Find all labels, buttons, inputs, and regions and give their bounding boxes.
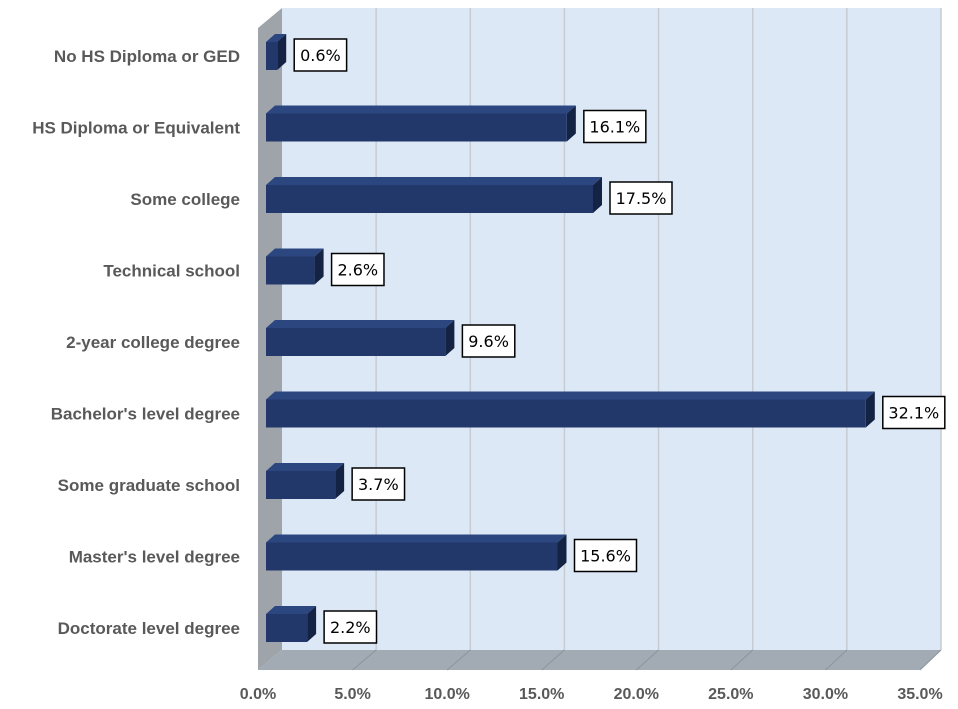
- data-label-no-hs-diploma-or-ged: 0.6%: [300, 46, 341, 65]
- data-label-some-college: 17.5%: [616, 189, 667, 208]
- bar-top-hs-diploma-or-equivalent: [266, 105, 576, 114]
- data-label-box-2-year-college-degree: [461, 324, 516, 358]
- bar-2-year-college-degree: [266, 328, 446, 356]
- bar-bachelor-s-level-degree: [266, 399, 866, 428]
- floor-line-35-0: [919, 649, 942, 671]
- bar-top-some-graduate-school: [266, 463, 345, 471]
- data-label-technical-school: 2.6%: [337, 261, 378, 280]
- data-label-box-technical-school: [330, 252, 385, 287]
- bar-top-technical-school: [266, 248, 324, 257]
- data-label-box-hs-diploma-or-equivalent: [583, 109, 647, 144]
- category-label-master-s-level-degree: Master's level degree: [69, 548, 240, 567]
- category-label-no-hs-diploma-or-ged: No HS Diploma or GED: [54, 47, 240, 66]
- bar-master-s-level-degree: [266, 542, 558, 571]
- bar-side-some-graduate-school: [335, 463, 345, 499]
- floor-line-30-0: [825, 649, 848, 671]
- floor-line-15-0: [541, 649, 565, 671]
- data-label-box-some-college: [609, 181, 673, 215]
- floor-line-10-0: [446, 649, 471, 671]
- category-label-technical-school: Technical school: [103, 262, 240, 281]
- x-tick-label-5-0: 5.0%: [334, 686, 370, 703]
- bar-top-doctorate-level-degree: [266, 606, 317, 614]
- bar-top-2-year-college-degree: [266, 320, 455, 328]
- data-label-box-bachelor-s-level-degree: [882, 395, 946, 430]
- floor-line-5-0: [352, 649, 377, 671]
- bars: [266, 34, 875, 642]
- floor-line-25-0: [730, 649, 754, 671]
- bar-some-college: [266, 185, 593, 213]
- category-label-hs-diploma-or-equivalent: HS Diploma or Equivalent: [32, 119, 240, 138]
- floor: [258, 650, 941, 670]
- bar-doctorate-level-degree: [266, 614, 308, 642]
- x-tick-label-15-0: 15.0%: [519, 686, 564, 703]
- bar-top-some-college: [266, 177, 602, 185]
- data-label-bachelor-s-level-degree: 32.1%: [888, 404, 939, 423]
- x-axis-tick-labels: 0.0% 5.0% 10.0% 15.0% 20.0% 25.0% 30.0% 35.0%: [240, 686, 943, 703]
- data-label-master-s-level-degree: 15.6%: [580, 547, 631, 566]
- data-label-box-doctorate-level-degree: [323, 610, 378, 644]
- bar-side-master-s-level-degree: [557, 534, 567, 571]
- bar-top-no-hs-diploma-or-ged: [266, 34, 287, 42]
- data-label-doctorate-level-degree: 2.2%: [330, 618, 371, 637]
- bar-top-bachelor-s-level-degree: [266, 391, 875, 400]
- x-tick-label-25-0: 25.0%: [708, 686, 753, 703]
- floor-line-20-0: [635, 649, 659, 671]
- bar-some-graduate-school: [266, 471, 336, 499]
- bar-side-bachelor-s-level-degree: [865, 391, 875, 428]
- bar-side-2-year-college-degree: [445, 320, 455, 356]
- category-label-some-graduate-school: Some graduate school: [58, 476, 240, 495]
- bar-top-master-s-level-degree: [266, 534, 567, 543]
- x-tick-label-35-0: 35.0%: [897, 686, 942, 703]
- bar-side-doctorate-level-degree: [307, 606, 317, 642]
- data-label-box-master-s-level-degree: [573, 538, 638, 573]
- bar-side-no-hs-diploma-or-ged: [277, 34, 287, 70]
- category-label-2-year-college-degree: 2-year college degree: [66, 333, 240, 352]
- category-label-bachelor-s-level-degree: Bachelor's level degree: [51, 405, 240, 424]
- data-label-some-graduate-school: 3.7%: [358, 475, 399, 494]
- data-label-box-some-graduate-school: [351, 467, 406, 501]
- category-label-some-college: Some college: [130, 190, 240, 209]
- category-labels: No HS Diploma or GED HS Diploma or Equiva…: [32, 47, 240, 638]
- data-labels: 0.6% 16.1% 17.5% 2.6% 9.6% 32.1% 3.7% 15.6% 2.2%: [293, 38, 946, 644]
- data-label-hs-diploma-or-equivalent: 16.1%: [589, 118, 640, 137]
- x-tick-label-10-0: 10.0%: [424, 686, 469, 703]
- x-tick-label-0-0: 0.0%: [240, 686, 276, 703]
- data-label-2-year-college-degree: 9.6%: [468, 332, 509, 351]
- data-label-box-no-hs-diploma-or-ged: [293, 38, 348, 72]
- bar-side-some-college: [593, 177, 602, 213]
- bar-side-hs-diploma-or-equivalent: [566, 105, 576, 142]
- bar-hs-diploma-or-equivalent: [266, 113, 567, 142]
- bar-technical-school: [266, 256, 315, 285]
- x-tick-label-20-0: 20.0%: [614, 686, 659, 703]
- bar-side-technical-school: [314, 248, 324, 285]
- category-label-doctorate-level-degree: Doctorate level degree: [58, 619, 240, 638]
- x-tick-label-30-0: 30.0%: [803, 686, 848, 703]
- bar-no-hs-diploma-or-ged: [266, 42, 278, 70]
